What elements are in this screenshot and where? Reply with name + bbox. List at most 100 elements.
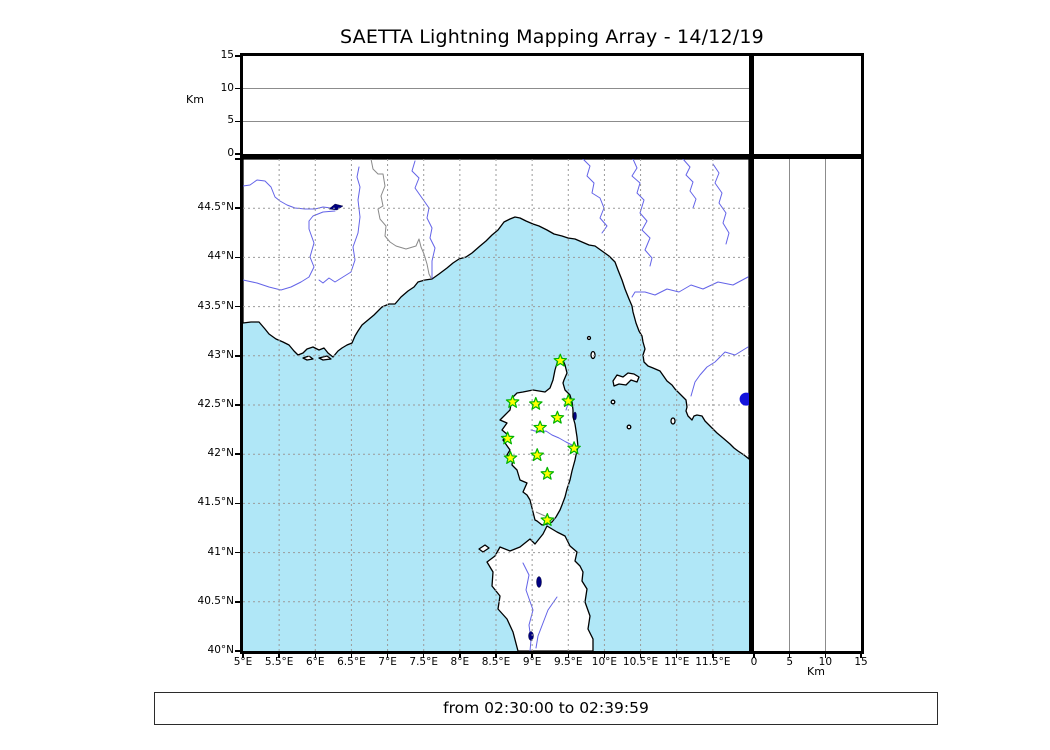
station-star	[529, 396, 543, 410]
alt-tick-label-bottom: 15	[854, 656, 868, 668]
time-range-box: from 02:30:00 to 02:39:59	[154, 692, 938, 725]
station-star	[540, 513, 555, 526]
lat-tick	[235, 355, 240, 357]
corner-panel	[754, 56, 861, 154]
lat-tick	[235, 158, 240, 160]
right-panel-gridline	[789, 159, 791, 651]
lake-dot-layer	[739, 392, 749, 406]
river-durance-lower	[243, 210, 336, 291]
lon-tick-label: 6.5°E	[337, 656, 366, 668]
lon-tick	[603, 654, 606, 658]
lat-tick	[235, 650, 240, 652]
lon-tick-label: 11°E	[664, 656, 690, 668]
station-star	[533, 420, 547, 434]
alt-tick-bottom	[860, 654, 862, 658]
lake-serre-poncon	[328, 203, 344, 211]
panel-border-separator-horizontal	[240, 154, 864, 159]
lon-tick	[495, 654, 497, 658]
station-star	[550, 410, 565, 424]
elba-island	[612, 372, 640, 387]
altitude-latitude-panel	[754, 159, 861, 651]
montecristo-island	[626, 424, 632, 430]
lon-tick	[278, 654, 280, 658]
lat-tick	[235, 453, 240, 455]
lat-tick-label: 42°N	[207, 447, 234, 460]
lon-tick	[242, 654, 244, 658]
lat-tick-label: 41°N	[207, 545, 234, 558]
alt-tick-left	[235, 153, 240, 155]
mainland-coastline	[243, 159, 749, 460]
country-border	[370, 159, 432, 279]
lon-tick-label: 11.5°E	[695, 656, 731, 668]
lake-bolsena-dot	[739, 392, 749, 406]
river-var	[411, 160, 436, 279]
lat-tick-label: 43.5°N	[197, 299, 234, 312]
lon-tick-label: 9.5°E	[553, 656, 583, 668]
lon-tick	[531, 654, 533, 658]
lon-tick	[314, 654, 317, 658]
lon-tick-label: 8°E	[450, 656, 470, 668]
lat-tick	[235, 207, 240, 209]
panel-border-left	[240, 53, 243, 654]
alt-tick-label-bottom: 0	[750, 656, 758, 668]
river-verdon	[318, 166, 361, 284]
alt-tick-bottom	[753, 654, 755, 658]
lat-tick-label: 44.5°N	[197, 201, 234, 214]
river-po-tributary-2	[631, 159, 653, 267]
altitude-axis-unit-bottom: Km	[807, 665, 825, 678]
river-top-right-2	[712, 163, 730, 245]
station-star	[561, 394, 576, 407]
lon-tick-label: 7°E	[378, 656, 397, 668]
lon-tick	[422, 654, 425, 658]
lagoon-biguglia	[573, 411, 577, 421]
right-panel-gridline	[824, 159, 826, 651]
lat-tick	[235, 305, 240, 308]
lon-tick	[386, 654, 389, 658]
lon-tick	[639, 654, 642, 658]
lon-tick-label: 5°E	[233, 656, 253, 668]
lon-tick	[712, 654, 714, 658]
station-star	[553, 353, 568, 367]
alt-tick-bottom	[824, 654, 827, 658]
lat-tick-label: 44°N	[207, 250, 234, 263]
lake-sardinia-1	[536, 576, 542, 588]
river-ombrone	[690, 346, 749, 397]
lat-tick-label: 42.5°N	[197, 398, 234, 410]
lon-tick	[675, 654, 678, 658]
lat-tick	[235, 502, 240, 505]
corsica-coastline	[499, 357, 579, 526]
lon-tick-label: 9°E	[522, 656, 542, 668]
panel-border-separator-vertical	[749, 53, 754, 654]
station-star	[503, 451, 518, 464]
altitude-axis-unit-left: Km	[186, 93, 204, 106]
river-po-tributary-1	[582, 159, 608, 234]
lat-tick	[235, 404, 240, 406]
panel-border-bottom	[240, 651, 864, 654]
altitude-longitude-panel	[243, 56, 749, 154]
time-range-text: from 02:30:00 to 02:39:59	[443, 699, 649, 717]
lat-tick	[235, 256, 240, 259]
lon-tick-label: 6°E	[305, 656, 325, 668]
alt-tick-label-bottom: 5	[786, 656, 793, 668]
river-golo-corsica	[530, 429, 577, 449]
lat-tick-label: 40.5°N	[197, 594, 234, 607]
lon-tick-label: 8.5°E	[481, 656, 511, 668]
lon-tick-label: 7.5°E	[409, 656, 438, 668]
lake-sardinia-2	[528, 631, 534, 641]
giglio-island	[670, 417, 676, 425]
alt-tick-left	[235, 55, 240, 57]
top-panel-gridline	[243, 88, 749, 90]
river-arno	[631, 276, 749, 298]
alt-tick-label-left: 10	[220, 81, 234, 94]
map-gridlines	[243, 159, 749, 651]
alt-tick-label-left: 0	[227, 147, 234, 159]
lat-tick-label: 40°N	[207, 644, 234, 656]
asinara-island	[478, 544, 490, 553]
station-star	[540, 466, 555, 480]
lat-tick-label: 43°N	[207, 348, 234, 361]
station-star	[567, 441, 581, 455]
alt-tick-bottom	[788, 654, 791, 658]
capraia-island	[590, 350, 596, 360]
lat-tick-label: 41.5°N	[197, 496, 234, 509]
